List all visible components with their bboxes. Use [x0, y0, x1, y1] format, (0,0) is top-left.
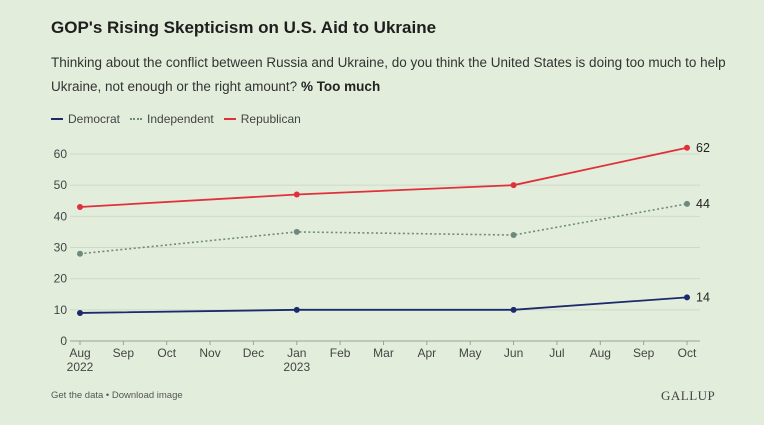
x-tick-label: Dec [243, 346, 264, 360]
legend-item-democrat: Democrat [51, 112, 120, 126]
gridlines [70, 153, 700, 342]
x-tick-year-label: 2022 [67, 360, 94, 374]
legend-label-democrat: Democrat [68, 112, 121, 126]
data-point-independent[interactable] [684, 200, 690, 207]
data-point-democrat[interactable] [510, 306, 517, 313]
y-tick-label: 0 [60, 334, 67, 348]
series-group: 14 44 62 [77, 141, 710, 316]
x-tick-label: Oct [678, 346, 697, 360]
legend-swatch-democrat [51, 118, 63, 120]
x-tick-label: Sep [113, 346, 135, 360]
y-tick-label: 10 [54, 303, 68, 317]
x-tick-label: Apr [418, 346, 437, 360]
data-point-democrat[interactable] [684, 294, 690, 301]
subtitle-measure: % Too much [300, 79, 381, 94]
x-tick-label: Jul [549, 346, 564, 360]
series-democrat: 14 [77, 290, 710, 316]
data-point-independent[interactable] [510, 232, 517, 239]
data-point-democrat[interactable] [77, 309, 83, 316]
legend-swatch-independent [130, 118, 143, 120]
x-tick-label: Jan [287, 346, 306, 360]
data-point-republican[interactable] [293, 191, 300, 198]
legend-label-republican: Republican [240, 112, 301, 126]
y-tick-label: 40 [54, 209, 68, 223]
series-independent: 44 [77, 197, 710, 257]
series-line-republican [79, 146, 688, 208]
footer-links[interactable]: Get the data • Download image [51, 390, 183, 401]
end-value-label-republican: 62 [696, 141, 710, 155]
x-tick-label: Jun [504, 346, 523, 360]
legend-swatch-republican [223, 118, 236, 120]
legend-label-independent: Independent [147, 112, 214, 126]
data-point-republican[interactable] [510, 182, 517, 189]
subtitle-question: Thinking about the conflict between Russ… [51, 55, 726, 94]
legend: Democrat Independent Republican [51, 112, 301, 126]
end-value-label-democrat: 14 [696, 290, 710, 304]
data-point-independent[interactable] [77, 250, 83, 257]
x-tick-label: May [459, 346, 482, 360]
x-tick-label: Oct [157, 346, 176, 360]
series-line-independent [79, 203, 688, 255]
legend-item-independent: Independent [130, 112, 214, 126]
legend-item-republican: Republican [223, 112, 301, 126]
x-tick-label: Feb [330, 346, 351, 360]
y-tick-label: 30 [54, 241, 68, 255]
x-tick-label: Aug [590, 346, 611, 360]
x-tick-label: Mar [373, 346, 394, 360]
data-point-republican[interactable] [77, 203, 83, 210]
chart-title: GOP's Rising Skepticism on U.S. Aid to U… [51, 18, 437, 37]
end-value-label-independent: 44 [696, 197, 710, 211]
series-line-democrat [79, 296, 688, 314]
chart-subtitle: Thinking about the conflict between Russ… [51, 51, 731, 99]
x-tick-label: Sep [633, 346, 655, 360]
x-tick-label: Aug [69, 346, 90, 360]
series-republican: 62 [77, 141, 710, 210]
x-tick-year-label: 2023 [283, 360, 310, 374]
data-point-independent[interactable] [293, 228, 300, 235]
data-point-democrat[interactable] [293, 306, 300, 313]
x-tick-label: Nov [199, 346, 220, 360]
data-point-republican[interactable] [684, 144, 690, 151]
gallup-logo: GALLUP [661, 388, 716, 403]
y-tick-label: 50 [54, 178, 68, 192]
y-tick-label: 20 [54, 272, 68, 286]
y-axis-ticks: 0 10 20 30 40 50 60 [54, 147, 68, 348]
y-tick-label: 60 [54, 147, 68, 161]
